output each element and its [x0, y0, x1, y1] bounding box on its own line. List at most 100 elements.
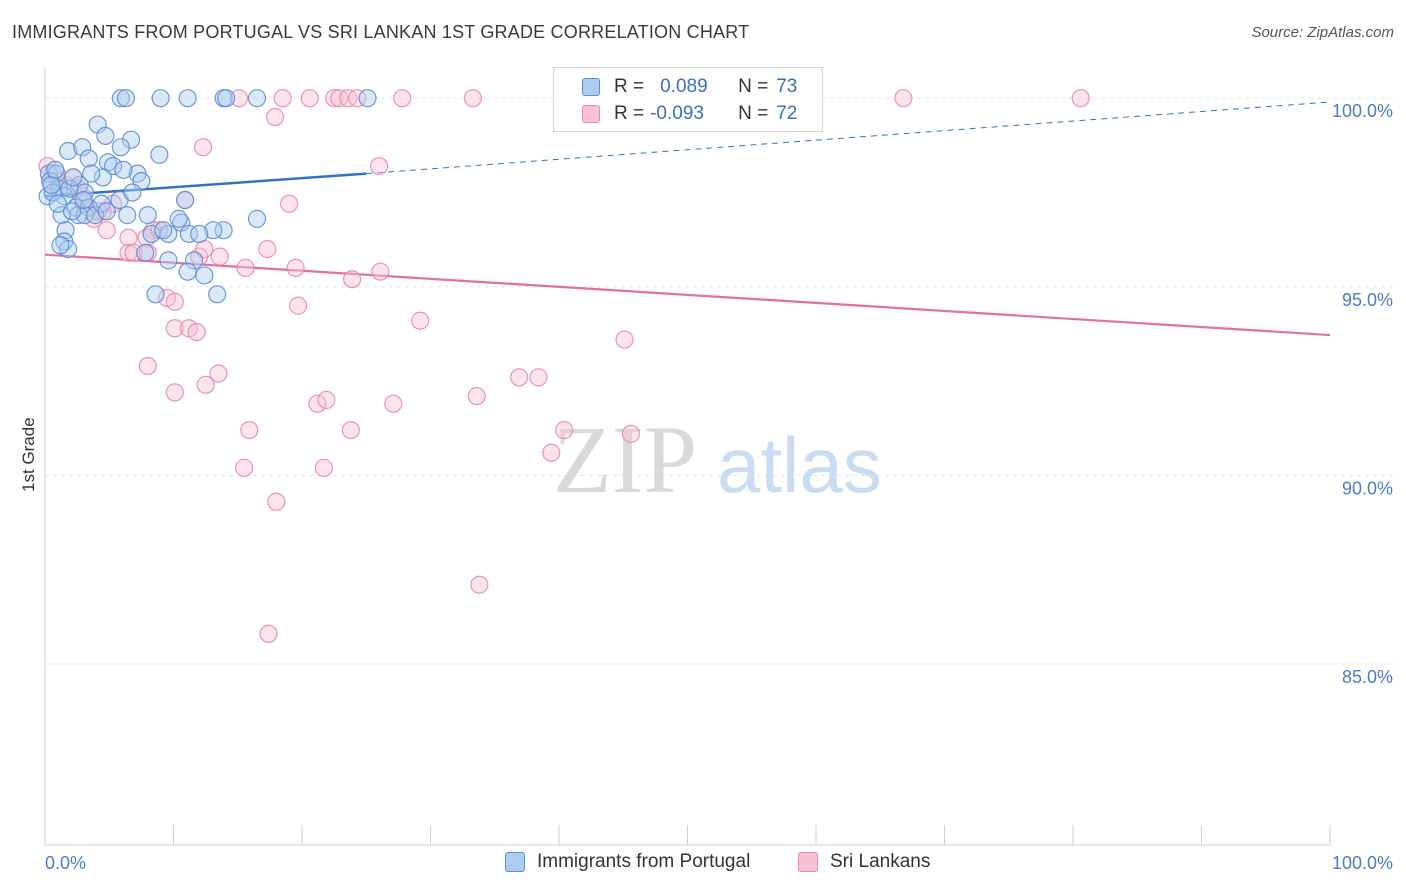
- point-srilanka: [209, 364, 228, 383]
- y-tick-label: 95.0%: [1342, 290, 1393, 310]
- source-note: Source: ZipAtlas.com: [1251, 24, 1394, 41]
- point-srilanka: [258, 239, 277, 259]
- x-tick-label: 100.0%: [1332, 853, 1393, 873]
- point-srilanka: [325, 89, 344, 108]
- point-portugal: [46, 160, 65, 179]
- point-srilanka: [343, 270, 362, 289]
- data-points: [38, 89, 1090, 643]
- point-srilanka: [196, 375, 215, 394]
- legend-n-value: 72: [776, 103, 798, 124]
- point-srilanka: [555, 420, 574, 440]
- point-portugal: [104, 156, 123, 176]
- point-portugal: [114, 160, 133, 179]
- point-srilanka: [463, 89, 483, 108]
- tick-labels: 85.0% 90.0% 95.0% 100.0% 0.0% 100.0%: [45, 101, 1393, 873]
- legend-swatch-pink: [798, 852, 818, 872]
- point-srilanka: [265, 107, 285, 127]
- point-portugal: [358, 89, 377, 108]
- point-srilanka: [894, 89, 913, 108]
- point-srilanka: [259, 624, 278, 643]
- point-srilanka: [229, 89, 249, 108]
- point-srilanka: [510, 368, 529, 387]
- point-portugal: [59, 141, 78, 161]
- y-tick-label: 85.0%: [1342, 667, 1393, 687]
- legend-r-value: 0.089: [660, 76, 708, 97]
- point-portugal: [138, 206, 157, 225]
- point-portugal: [116, 89, 136, 108]
- point-srilanka: [165, 383, 184, 402]
- trend-lines: [44, 101, 1331, 337]
- legend-n-label: N =: [738, 76, 769, 97]
- point-portugal: [74, 190, 93, 210]
- point-portugal: [178, 89, 197, 108]
- point-srilanka: [314, 458, 333, 477]
- point-portugal: [195, 266, 214, 285]
- y-tick-label: 100.0%: [1332, 101, 1393, 121]
- point-srilanka: [411, 311, 430, 330]
- point-srilanka: [165, 292, 184, 311]
- point-portugal: [151, 89, 170, 108]
- point-portugal: [111, 89, 130, 108]
- point-portugal: [96, 126, 115, 145]
- point-portugal: [179, 224, 199, 244]
- point-portugal: [48, 194, 67, 213]
- point-srilanka: [1071, 89, 1090, 108]
- point-srilanka: [384, 394, 403, 413]
- trend-line-portugal-extension: [366, 101, 1331, 175]
- point-srilanka: [280, 194, 299, 213]
- point-portugal: [159, 251, 178, 270]
- point-portugal: [51, 236, 70, 255]
- point-srilanka: [236, 258, 255, 278]
- legend-item-srilanka: Sri Lankans: [798, 851, 930, 873]
- chart-title: IMMIGRANTS FROM PORTUGAL VS SRI LANKAN 1…: [12, 22, 750, 42]
- point-srilanka: [467, 387, 486, 406]
- legend-swatch-pink: [582, 105, 600, 123]
- point-srilanka: [542, 443, 561, 462]
- point-portugal: [93, 168, 112, 187]
- watermark-zip: ZIP: [553, 406, 697, 513]
- point-portugal: [217, 89, 236, 108]
- point-srilanka: [348, 89, 367, 108]
- point-portugal: [118, 206, 137, 225]
- series-legend: Immigrants from Portugal Sri Lankans: [0, 851, 1406, 879]
- point-srilanka: [621, 424, 641, 443]
- point-portugal: [62, 202, 82, 221]
- legend-item-portugal: Immigrants from Portugal: [505, 851, 750, 873]
- point-srilanka: [317, 390, 336, 410]
- legend-swatch-blue: [505, 852, 525, 872]
- legend-label-srilanka: Sri Lankans: [830, 851, 931, 872]
- point-portugal: [150, 145, 169, 164]
- point-portugal: [123, 183, 142, 202]
- point-portugal: [82, 164, 101, 183]
- legend-r-value: -0.093: [650, 103, 704, 124]
- point-srilanka: [286, 258, 305, 278]
- point-portugal: [184, 251, 204, 270]
- x-tick-label: 0.0%: [45, 853, 86, 873]
- point-portugal: [136, 243, 155, 262]
- point-srilanka: [273, 89, 292, 108]
- y-axis-title: 1st Grade: [19, 417, 38, 492]
- legend-label-portugal: Immigrants from Portugal: [537, 851, 751, 872]
- point-srilanka: [289, 296, 308, 315]
- point-portugal: [204, 221, 223, 240]
- point-portugal: [97, 202, 116, 221]
- trend-line-portugal: [44, 172, 367, 198]
- trend-line-srilanka: [44, 253, 1331, 337]
- point-portugal: [111, 138, 130, 157]
- point-portugal: [73, 138, 92, 157]
- point-srilanka: [300, 89, 319, 108]
- point-portugal: [154, 221, 173, 240]
- point-portugal: [79, 149, 98, 168]
- legend-r-label: R =: [614, 76, 645, 97]
- point-portugal: [169, 209, 188, 228]
- legend-row-srilanka: R = -0.093 N = 72: [554, 100, 797, 128]
- stats-legend: R = 0.089 N = 73 R = -0.093 N = 72: [553, 67, 823, 132]
- point-srilanka: [187, 322, 206, 342]
- point-srilanka: [308, 394, 327, 413]
- point-portugal: [247, 209, 267, 228]
- point-srilanka: [470, 575, 489, 594]
- point-portugal: [75, 183, 94, 202]
- axes: [44, 68, 1331, 846]
- point-portugal: [42, 175, 61, 195]
